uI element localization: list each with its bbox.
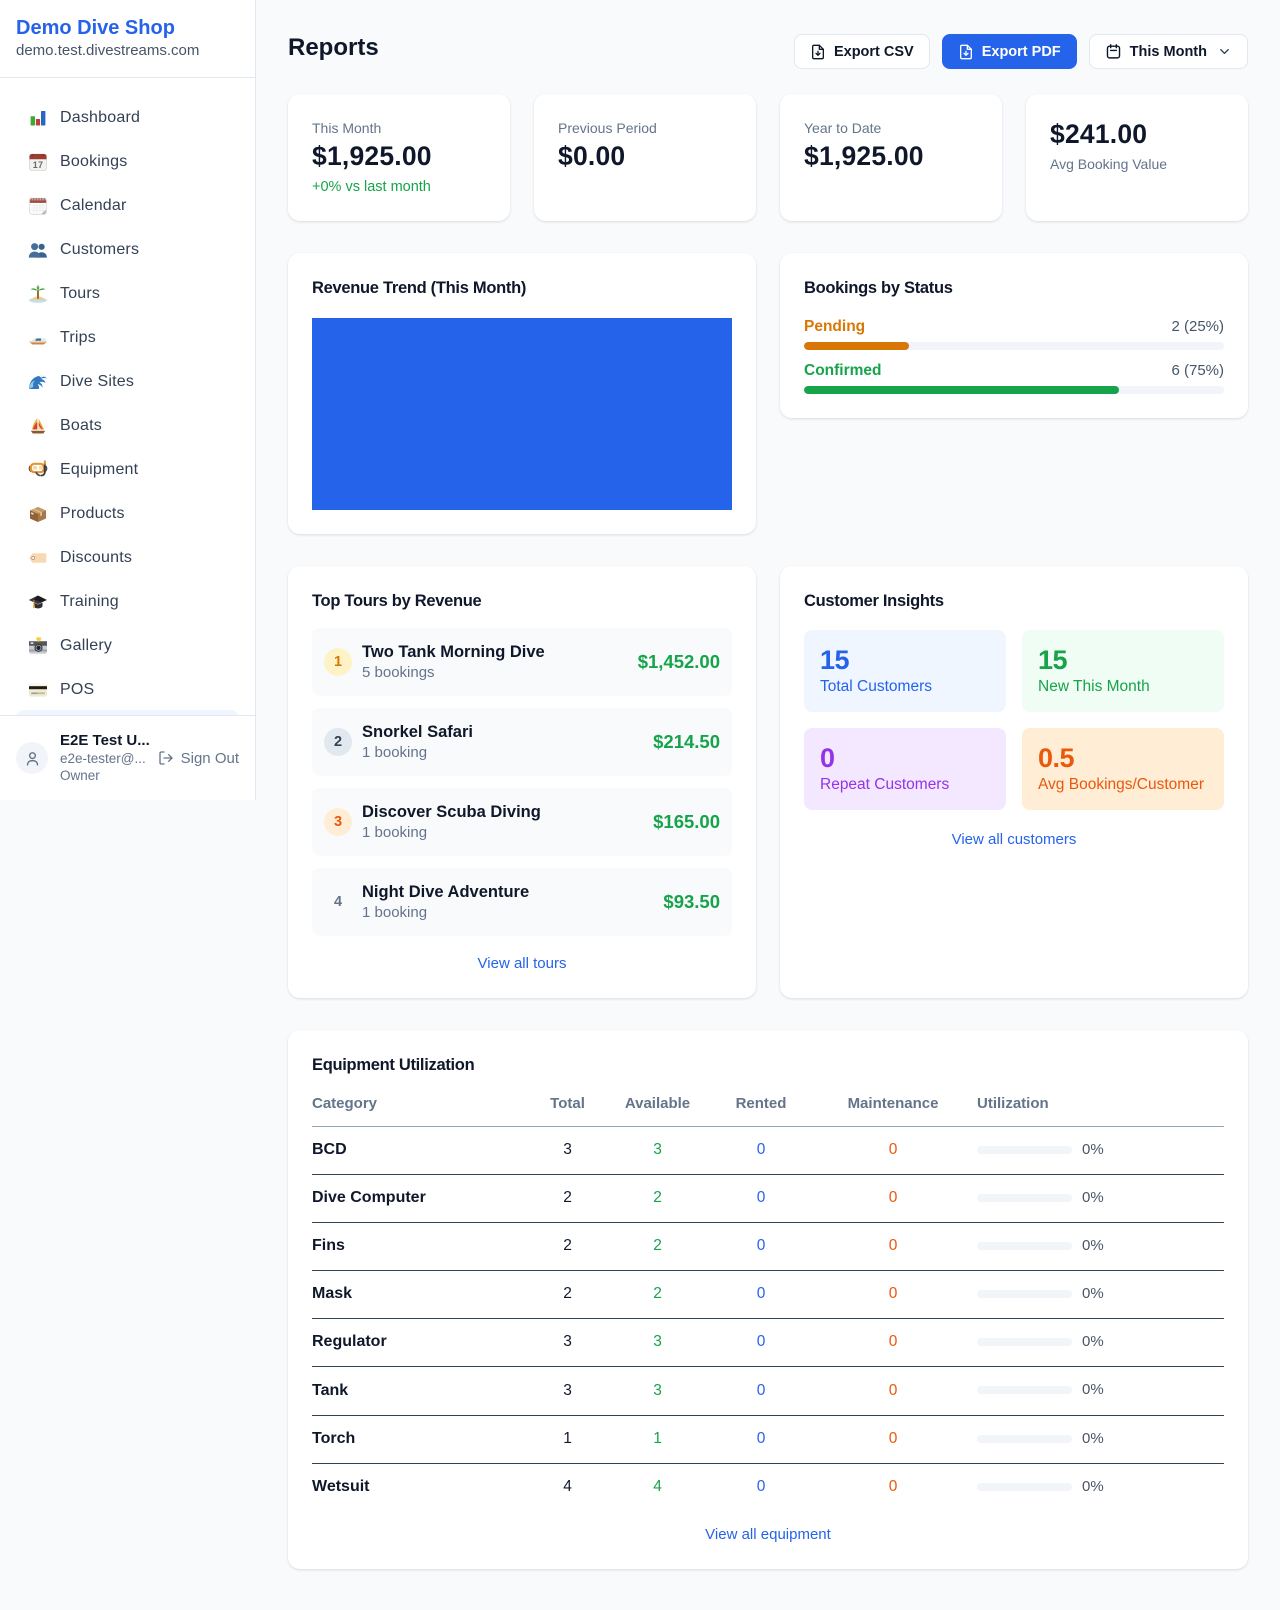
svg-text:17: 17 (33, 160, 43, 170)
